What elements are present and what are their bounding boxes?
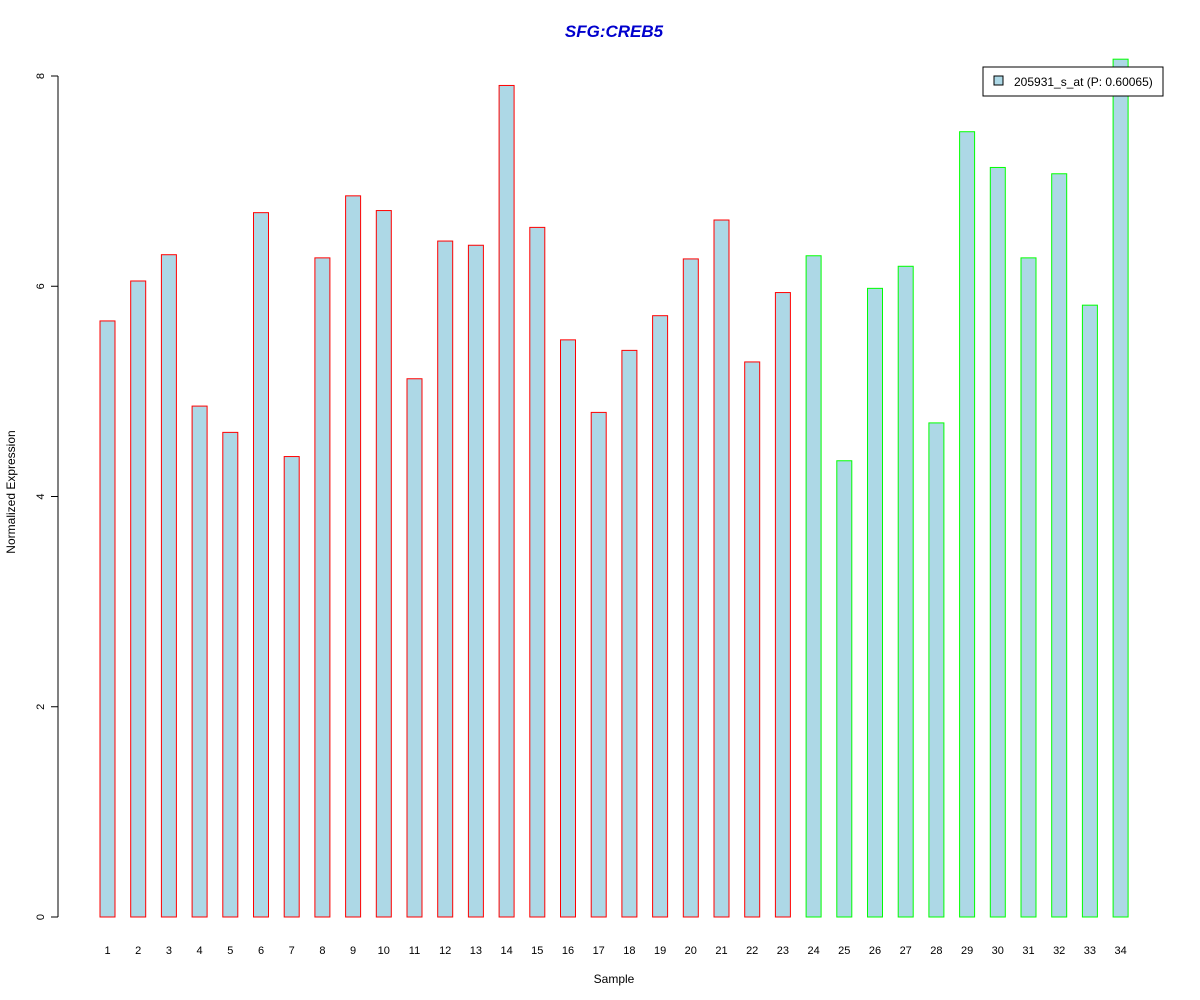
y-tick-label: 0 — [35, 914, 47, 920]
bar-1 — [99, 320, 116, 918]
y-axis-label: Normalized Expression — [4, 430, 18, 553]
bar-12 — [437, 240, 454, 918]
x-tick-label: 17 — [593, 945, 605, 957]
bar-18 — [621, 349, 638, 918]
bar-25 — [836, 460, 853, 918]
x-tick-label: 22 — [746, 945, 758, 957]
x-tick-label: 4 — [197, 945, 203, 957]
x-tick-label: 3 — [166, 945, 172, 957]
x-tick-label: 12 — [439, 945, 451, 957]
y-tick-label: 8 — [35, 73, 47, 79]
bar-28 — [928, 422, 945, 918]
y-tick-label: 2 — [35, 704, 47, 710]
bar-29 — [959, 131, 976, 918]
bar-11 — [406, 378, 423, 918]
legend-swatch — [993, 75, 1004, 86]
bar-30 — [989, 166, 1006, 918]
x-tick-label: 11 — [409, 945, 420, 957]
bar-33 — [1081, 304, 1098, 918]
bar-23 — [774, 292, 791, 918]
x-tick-label: 34 — [1114, 945, 1126, 957]
bar-34 — [1112, 58, 1129, 918]
x-tick-label: 18 — [623, 945, 635, 957]
x-tick-label: 6 — [258, 945, 264, 957]
x-tick-label: 7 — [289, 945, 295, 957]
legend-label: 205931_s_at (P: 0.60065) — [1014, 75, 1153, 89]
chart-title: SFG:CREB5 — [565, 22, 664, 41]
bar-10 — [375, 210, 392, 918]
x-tick-label: 25 — [838, 945, 850, 957]
x-tick-label: 29 — [961, 945, 973, 957]
x-tick-labels: 1 2 3 4 5 6 7 8 9 10 11 12 13 14 15 16 17 18 19 20 21 22 23 24 2… — [104, 945, 1126, 957]
bar-14 — [498, 84, 515, 918]
x-tick-label: 23 — [777, 945, 789, 957]
bar-31 — [1020, 257, 1037, 918]
bar-4 — [191, 405, 208, 918]
x-tick-label: 24 — [807, 945, 819, 957]
x-tick-label: 9 — [350, 945, 356, 957]
x-tick-label: 8 — [319, 945, 325, 957]
bar-6 — [253, 212, 269, 918]
bar-17 — [590, 411, 607, 918]
bar-15 — [529, 226, 546, 918]
x-tick-label: 28 — [930, 945, 942, 957]
bar-2 — [130, 280, 147, 918]
x-tick-label: 21 — [715, 945, 727, 957]
bar-13 — [467, 244, 484, 918]
x-tick-label: 16 — [562, 945, 574, 957]
bar-3 — [160, 254, 177, 918]
x-tick-label: 15 — [531, 945, 543, 957]
bar-32 — [1051, 173, 1068, 918]
legend: 205931_s_at (P: 0.60065) — [982, 66, 1164, 97]
bar-7 — [283, 456, 300, 918]
y-tick-label: 4 — [35, 493, 47, 499]
bar-19 — [652, 315, 669, 918]
x-tick-label: 33 — [1084, 945, 1096, 957]
bar-24 — [805, 255, 822, 918]
x-tick-label: 2 — [135, 945, 141, 957]
x-tick-label: 30 — [992, 945, 1004, 957]
x-tick-label: 5 — [227, 945, 233, 957]
x-tick-label: 32 — [1053, 945, 1065, 957]
x-tick-label: 10 — [378, 945, 390, 957]
bar-16 — [560, 339, 576, 918]
bars — [99, 58, 1129, 918]
bar-26 — [867, 287, 883, 918]
x-axis-label: Sample — [594, 972, 635, 986]
x-tick-label: 19 — [654, 945, 666, 957]
y-tick-label: 6 — [35, 283, 47, 289]
bar-27 — [897, 265, 914, 918]
x-tick-label: 26 — [869, 945, 881, 957]
bar-8 — [314, 257, 331, 918]
bar-5 — [222, 431, 239, 918]
x-tick-label: 27 — [900, 945, 912, 957]
x-tick-label: 20 — [685, 945, 697, 957]
bar-9 — [345, 195, 362, 918]
legend-box — [982, 66, 1164, 97]
x-tick-label: 31 — [1022, 945, 1034, 957]
y-axis: 0 2 4 6 8 — [35, 73, 59, 920]
x-tick-label: 14 — [500, 945, 512, 957]
x-tick-label: 1 — [104, 945, 110, 957]
x-tick-label: 13 — [470, 945, 482, 957]
bar-20 — [682, 258, 699, 918]
bar-22 — [744, 361, 761, 918]
bar-21 — [713, 219, 730, 918]
